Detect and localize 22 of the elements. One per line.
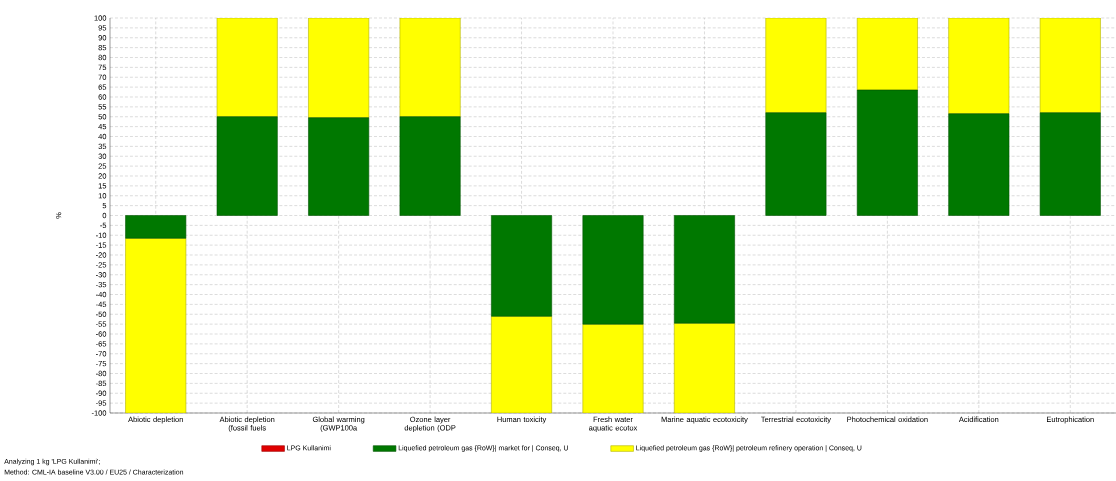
bar	[1039, 18, 1101, 114]
bar	[491, 315, 553, 413]
bar	[856, 18, 918, 91]
bar	[125, 237, 187, 413]
bar	[216, 18, 278, 118]
bar	[765, 18, 827, 114]
bar	[399, 116, 461, 216]
bar	[399, 18, 461, 118]
bar	[673, 215, 735, 324]
bar	[125, 215, 187, 239]
bar	[1039, 112, 1101, 216]
bar	[308, 117, 370, 216]
bar	[216, 116, 278, 216]
bar	[673, 322, 735, 413]
bar	[491, 215, 553, 317]
bar	[582, 215, 644, 325]
bar	[856, 89, 918, 216]
bar	[308, 18, 370, 119]
bar	[948, 18, 1010, 115]
bar	[948, 113, 1010, 216]
bar	[765, 112, 827, 216]
bar	[582, 323, 644, 413]
